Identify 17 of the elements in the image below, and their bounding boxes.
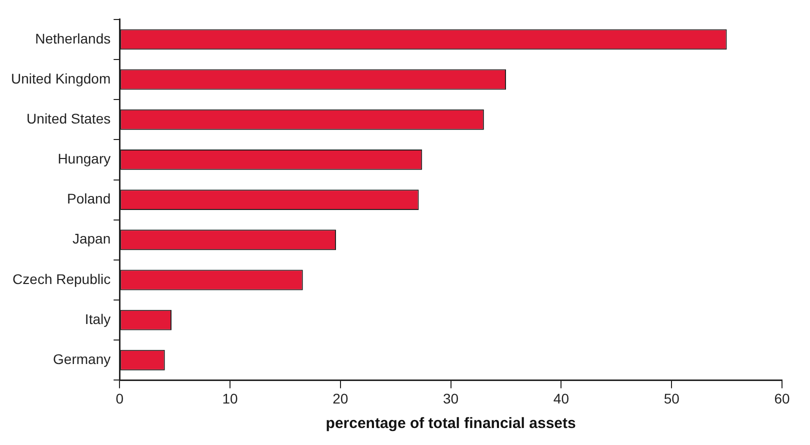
y-tick-label: Japan xyxy=(72,230,111,247)
x-axis-title: percentage of total financial assets xyxy=(326,415,576,432)
y-tick-label: Poland xyxy=(67,190,111,207)
x-tick-label: 30 xyxy=(443,390,459,406)
x-tick-label: 50 xyxy=(664,390,680,406)
y-tick-label: Czech Republic xyxy=(12,270,111,287)
y-tick-label: Netherlands xyxy=(35,30,111,46)
y-tick-label: Hungary xyxy=(58,150,111,167)
x-tick-label: 10 xyxy=(222,390,238,406)
x-tick-label: 0 xyxy=(116,390,124,406)
x-tick-label: 40 xyxy=(553,390,570,406)
x-tick-label: 20 xyxy=(332,390,348,406)
y-tick-label: United Kingdom xyxy=(10,70,111,86)
y-tick-label: Germany xyxy=(53,351,111,368)
y-tick-label: Italy xyxy=(84,310,111,327)
y-tick-label: United States xyxy=(26,110,111,126)
x-tick-label: 60 xyxy=(774,390,790,406)
